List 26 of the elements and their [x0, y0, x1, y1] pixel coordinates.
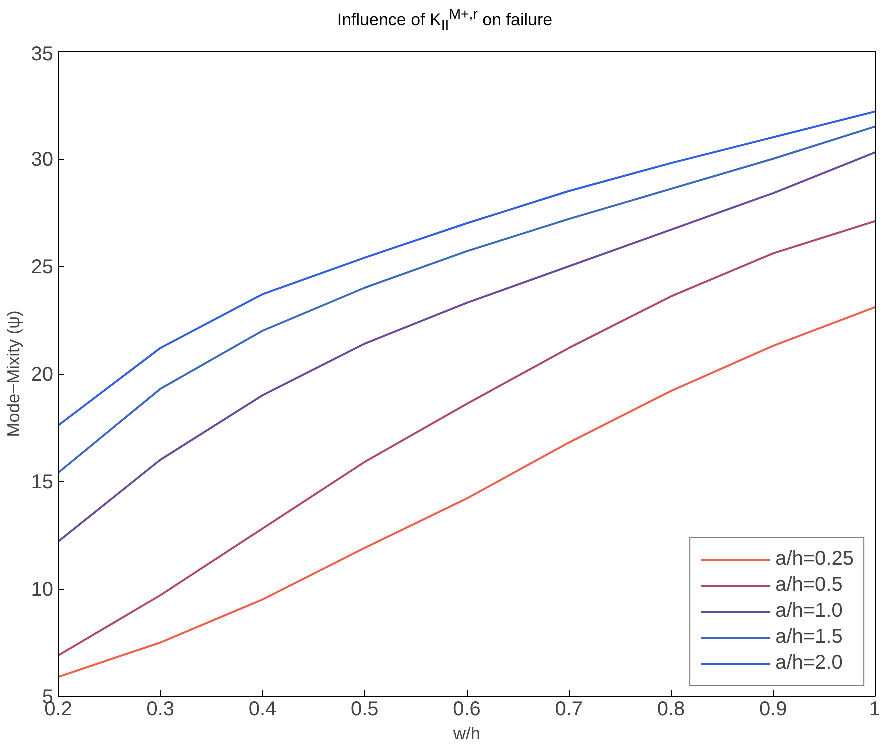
- x-tick-label: 0.8: [657, 698, 686, 720]
- legend-label: a/h=2.0: [776, 652, 843, 675]
- x-tick-label: 0.6: [453, 698, 481, 720]
- y-tick-label: 35: [31, 44, 54, 66]
- x-tick-label: 0.5: [350, 698, 379, 720]
- y-tick-label: 25: [31, 256, 54, 278]
- chart-title: Influence of K$_{II}$$^{M+,r}$ on failure: [336, 6, 554, 36]
- legend-label: a/h=0.5: [776, 574, 843, 597]
- y-axis-title: Mode−Mixity (ψ): [3, 310, 24, 438]
- y-tick-label: 15: [31, 472, 54, 494]
- line-series: [58, 152, 876, 543]
- line-series: [58, 110, 876, 427]
- legend-label: a/h=1.5: [776, 626, 843, 649]
- y-tick-label: 10: [31, 579, 54, 601]
- x-tick-label: 0.7: [555, 698, 584, 720]
- x-tick-label: 0.3: [146, 698, 175, 720]
- x-axis-title: w/h: [452, 724, 480, 744]
- x-tick-label: 0.4: [248, 698, 277, 720]
- legend-label: a/h=0.25: [776, 548, 854, 571]
- line-series: [58, 306, 876, 678]
- line-series: [58, 126, 876, 474]
- y-tick-label: 20: [31, 364, 54, 386]
- y-tick-label: 30: [31, 149, 54, 171]
- legend-label: a/h=1.0: [776, 600, 843, 623]
- x-tick-label: 1: [869, 698, 880, 720]
- x-tick-label: 0.9: [759, 698, 788, 720]
